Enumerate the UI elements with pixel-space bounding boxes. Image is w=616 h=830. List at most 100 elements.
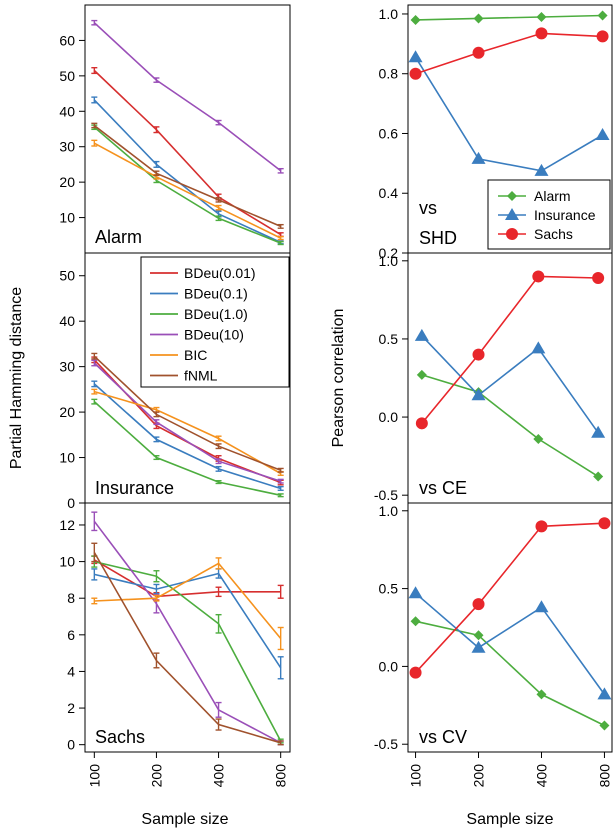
data-point <box>409 666 422 679</box>
right-x-axis-label: Sample size <box>466 811 553 828</box>
y-tick-label: 20 <box>59 404 75 420</box>
y-tick-label: 0 <box>67 737 75 753</box>
data-point <box>472 348 485 361</box>
data-point <box>471 151 486 164</box>
data-point <box>410 14 421 25</box>
series-line <box>93 142 282 239</box>
data-point <box>416 369 427 380</box>
panel-label: SHD <box>419 228 457 248</box>
series-line <box>93 383 281 490</box>
legend-label: Alarm <box>534 188 571 204</box>
y-tick-label: 0.2 <box>379 245 399 261</box>
data-point <box>593 471 604 482</box>
left-x-axis-label: Sample size <box>141 811 228 828</box>
series-line <box>93 69 282 236</box>
series-line <box>93 22 282 172</box>
legend-label: BDeu(10) <box>184 327 244 343</box>
x-tick-label: 200 <box>148 764 164 788</box>
panel-frame <box>407 502 613 753</box>
series-line <box>415 620 605 727</box>
data-point <box>472 46 485 59</box>
y-tick-label: 60 <box>59 32 75 48</box>
data-point <box>471 640 486 653</box>
series-line <box>93 520 282 744</box>
series-line <box>421 374 599 478</box>
series-line <box>93 124 282 228</box>
series-line <box>415 522 605 674</box>
series-line <box>93 362 281 482</box>
series-line <box>415 14 603 21</box>
y-tick-label: 1.0 <box>379 503 399 519</box>
series-line <box>94 572 282 669</box>
legend-label: BIC <box>184 347 207 363</box>
panel-frame <box>84 502 291 753</box>
y-tick-label: 30 <box>59 359 75 375</box>
x-tick-label: 800 <box>273 764 289 788</box>
y-tick-label: 0 <box>67 495 75 511</box>
data-point <box>534 600 549 613</box>
data-point <box>408 50 423 63</box>
data-point <box>535 27 548 40</box>
data-point <box>599 720 610 731</box>
panel-5: -0.5 0.0 0.5 1.0 vs CE <box>374 252 613 504</box>
y-tick-label: 40 <box>59 313 75 329</box>
data-point <box>472 598 485 611</box>
y-tick-label: 1.0 <box>379 6 399 22</box>
data-point <box>596 30 609 43</box>
series-line <box>415 32 603 75</box>
right-legend: Alarm Insurance Sachs <box>487 179 611 250</box>
data-point <box>414 328 429 341</box>
y-tick-label: -0.5 <box>374 736 398 752</box>
data-point <box>597 687 612 700</box>
panel-label: Sachs <box>95 727 145 747</box>
y-tick-label: 4 <box>67 663 75 679</box>
y-tick-label: 12 <box>59 517 75 533</box>
data-point <box>535 520 548 533</box>
legend-marker <box>507 191 517 201</box>
series-line <box>421 335 599 434</box>
panel-label: vs <box>419 198 437 218</box>
panel-label: Insurance <box>95 478 174 498</box>
data-point <box>536 11 547 22</box>
left-legend: BDeu(0.01) BDeu(0.1) BDeu(1.0) BDeu(10) BIC f… <box>140 256 290 388</box>
data-point <box>591 425 606 438</box>
legend-label: Insurance <box>534 207 596 223</box>
y-tick-label: 1.0 <box>379 253 399 269</box>
series-line <box>93 355 281 472</box>
panel-3: 0 2 4 6 8 10 12 100 200 400 800 Sachs <box>59 502 291 788</box>
panel-label: vs CV <box>419 727 467 747</box>
y-tick-label: 30 <box>59 139 75 155</box>
panels: 10 20 30 40 50 60 Alarm 0 10 20 30 40 50 Insurance 0 2 4… <box>59 4 613 788</box>
legend-box <box>140 256 290 388</box>
x-tick-label: 400 <box>533 764 549 788</box>
right-y-axis-label: Pearson correlation <box>330 309 347 448</box>
y-tick-label: 2 <box>67 700 75 716</box>
data-point <box>592 272 605 284</box>
y-tick-label: 0.0 <box>379 409 399 425</box>
panel-label: Alarm <box>95 227 142 247</box>
series-line <box>93 126 281 244</box>
y-tick-label: 0.6 <box>379 125 399 141</box>
data-point <box>598 517 611 530</box>
x-tick-label: 100 <box>408 764 424 788</box>
data-point <box>409 67 422 80</box>
data-point <box>536 689 547 700</box>
data-point <box>471 388 486 401</box>
series-line <box>93 401 281 497</box>
data-point <box>408 586 423 599</box>
series-line <box>94 390 282 475</box>
legend-marker <box>506 228 518 240</box>
data-point <box>531 341 546 354</box>
left-y-axis-label: Partial Hamming distance <box>8 287 25 469</box>
legend-label: fNML <box>184 368 218 384</box>
series-line <box>93 99 282 244</box>
legend-marker <box>505 208 519 220</box>
y-tick-label: 10 <box>59 210 75 226</box>
panel-4: 0.2 0.4 0.6 0.8 1.0 vs SHD <box>379 4 613 261</box>
y-tick-label: 20 <box>59 174 75 190</box>
series-line <box>415 592 606 695</box>
data-point <box>473 13 484 24</box>
legend-label: BDeu(0.01) <box>184 265 256 281</box>
y-tick-label: 0.5 <box>379 331 399 347</box>
